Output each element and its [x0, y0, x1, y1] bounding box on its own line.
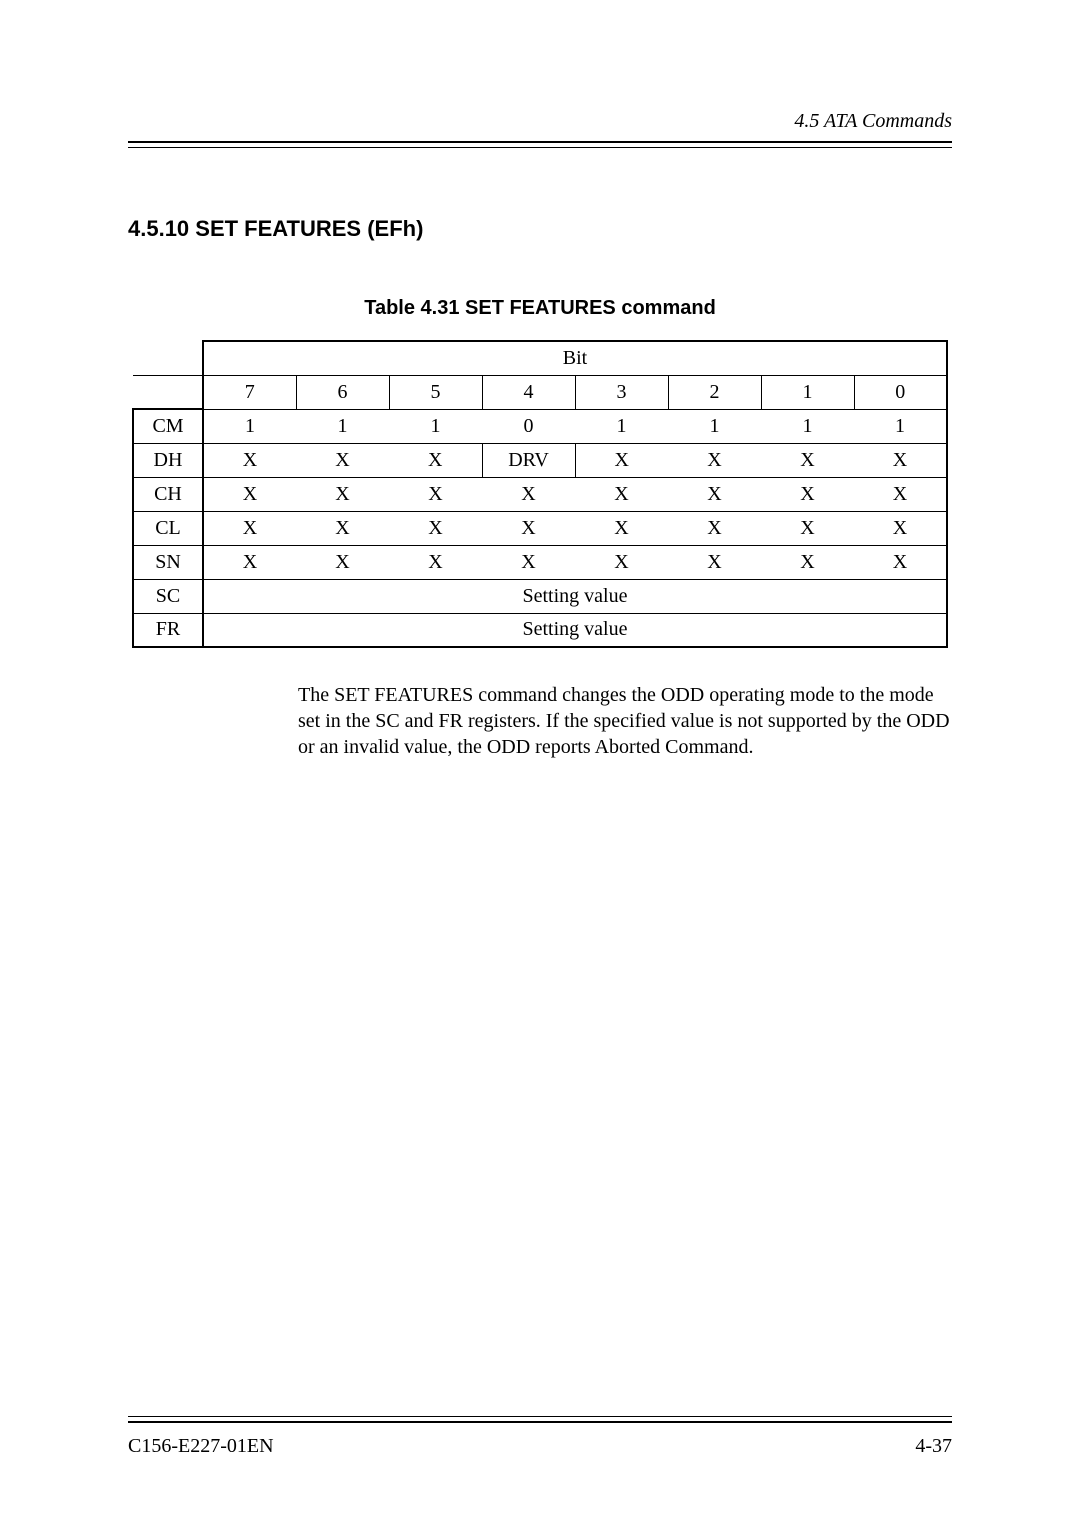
table-cell: X [668, 511, 761, 545]
row-label: DH [133, 443, 203, 477]
table-cell: X [761, 511, 854, 545]
table-cell: X [761, 443, 854, 477]
table-cell: 0 [482, 409, 575, 443]
table-cell: X [389, 477, 482, 511]
table-cell: X [296, 477, 389, 511]
table-cell: X [482, 477, 575, 511]
table-cell: X [761, 545, 854, 579]
header-rule-thick [128, 141, 952, 143]
bit-number-cell: 2 [668, 375, 761, 409]
row-label: CM [133, 409, 203, 443]
table-cell: X [389, 545, 482, 579]
table-cell: 1 [575, 409, 668, 443]
table-cell: 1 [854, 409, 947, 443]
table-cell: X [203, 511, 296, 545]
footer-row: C156-E227-01EN 4-37 [128, 1435, 952, 1458]
bit-number-cell: 0 [854, 375, 947, 409]
span-cell: Setting value [203, 613, 947, 647]
span-cell: Setting value [203, 579, 947, 613]
table-cell: 1 [203, 409, 296, 443]
header-rule-thin [128, 147, 952, 148]
row-label: CH [133, 477, 203, 511]
page: 4.5 ATA Commands 4.5.10 SET FEATURES (EF… [0, 0, 1080, 1528]
row-label: FR [133, 613, 203, 647]
table-row: FR Setting value [133, 613, 947, 647]
table-cell: X [389, 443, 482, 477]
table-row: SN X X X X X X X X [133, 545, 947, 579]
section-heading: 4.5.10 SET FEATURES (EFh) [128, 216, 952, 242]
body-paragraph: The SET FEATURES command changes the ODD… [298, 682, 952, 760]
table-cell: X [854, 545, 947, 579]
table-row: CM 1 1 1 0 1 1 1 1 [133, 409, 947, 443]
footer-rule-thick [128, 1421, 952, 1423]
table-cell: X [203, 443, 296, 477]
corner-blank [133, 341, 203, 375]
table-cell: X [389, 511, 482, 545]
table-cell: X [854, 511, 947, 545]
table-row-bit-numbers: 7 6 5 4 3 2 1 0 [133, 375, 947, 409]
bit-number-cell: 6 [296, 375, 389, 409]
bit-number-cell: 7 [203, 375, 296, 409]
set-features-table: Bit 7 6 5 4 3 2 1 0 CM 1 1 1 0 1 [132, 340, 948, 648]
table-container: Bit 7 6 5 4 3 2 1 0 CM 1 1 1 0 1 [128, 340, 952, 648]
table-cell: X [482, 511, 575, 545]
table-cell: X [668, 477, 761, 511]
table-row: DH X X X DRV X X X X [133, 443, 947, 477]
table-cell: X [296, 545, 389, 579]
table-cell: X [296, 511, 389, 545]
table-cell: X [854, 477, 947, 511]
table-caption: Table 4.31 SET FEATURES command [128, 297, 952, 320]
table-cell: X [854, 443, 947, 477]
table-cell: 1 [761, 409, 854, 443]
row-label: SC [133, 579, 203, 613]
footer-doc-id: C156-E227-01EN [128, 1435, 274, 1458]
row-label: CL [133, 511, 203, 545]
table-cell: X [482, 545, 575, 579]
page-footer: C156-E227-01EN 4-37 [128, 1416, 952, 1458]
running-head: 4.5 ATA Commands [128, 110, 952, 133]
table-cell: X [575, 511, 668, 545]
table-cell: X [203, 477, 296, 511]
table-cell: X [575, 545, 668, 579]
page-header: 4.5 ATA Commands [128, 110, 952, 156]
table-cell: 1 [389, 409, 482, 443]
table-cell: X [296, 443, 389, 477]
table-cell: X [575, 443, 668, 477]
table-cell: X [668, 545, 761, 579]
table-row: CH X X X X X X X X [133, 477, 947, 511]
bit-number-cell: 3 [575, 375, 668, 409]
footer-rule-thin [128, 1416, 952, 1417]
table-cell: X [575, 477, 668, 511]
footer-page-number: 4-37 [915, 1435, 952, 1458]
corner-blank [133, 375, 203, 409]
table-cell: X [203, 545, 296, 579]
row-label: SN [133, 545, 203, 579]
bit-number-cell: 5 [389, 375, 482, 409]
table-row-bit-header: Bit [133, 341, 947, 375]
bit-header-cell: Bit [203, 341, 947, 375]
table-cell: 1 [668, 409, 761, 443]
table-cell: X [761, 477, 854, 511]
table-cell: X [668, 443, 761, 477]
table-cell: DRV [482, 443, 575, 477]
table-row: CL X X X X X X X X [133, 511, 947, 545]
bit-number-cell: 4 [482, 375, 575, 409]
bit-number-cell: 1 [761, 375, 854, 409]
table-cell: 1 [296, 409, 389, 443]
table-row: SC Setting value [133, 579, 947, 613]
